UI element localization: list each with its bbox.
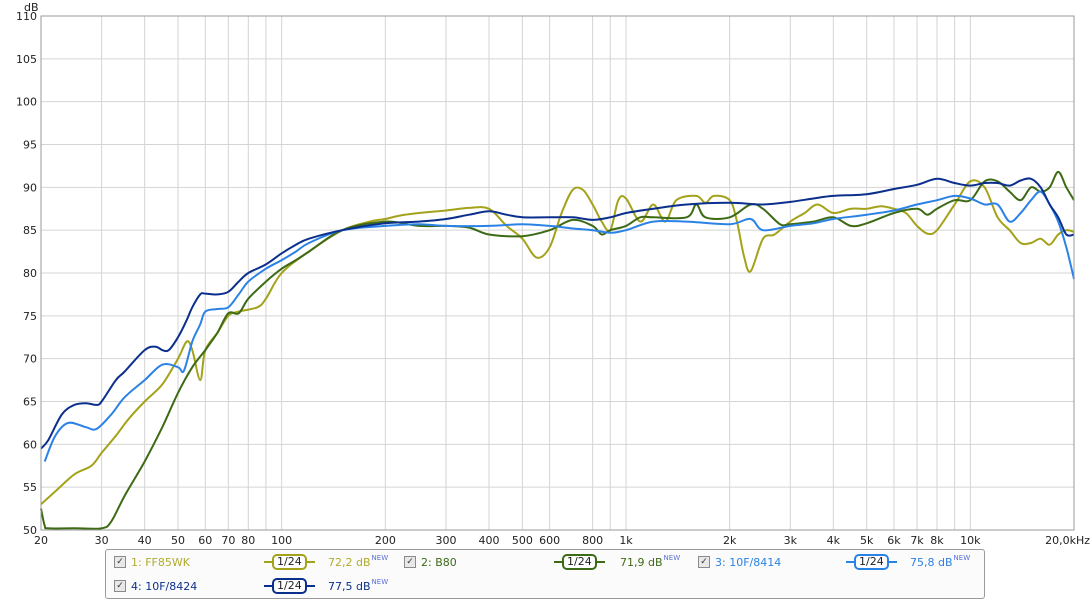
y-tick-label: 85 bbox=[23, 224, 37, 237]
x-axis: 20 30 40 50 60 70 80 100 200 300 400 500 600 800 1k 2k 3… bbox=[34, 534, 1077, 547]
x-tick-label: 50 bbox=[171, 534, 185, 547]
x-tick-label: 20 bbox=[34, 534, 48, 547]
series-line-3[interactable] bbox=[43, 190, 1075, 462]
y-tick-label: 90 bbox=[23, 181, 37, 194]
x-tick-label: 20,0k bbox=[1045, 534, 1076, 547]
x-tick-label: 70 bbox=[221, 534, 235, 547]
x-tick-label: 60 bbox=[198, 534, 212, 547]
y-tick-label: 70 bbox=[23, 353, 37, 366]
legend-4-label[interactable]: 4: 10F/8424 bbox=[131, 579, 198, 593]
legend-2-label[interactable]: 2: B80 bbox=[421, 555, 457, 569]
legend-1-smoothing[interactable]: 1/24 bbox=[264, 553, 315, 571]
x-tick-label: 3k bbox=[784, 534, 798, 547]
legend-3-smoothing[interactable]: 1/24 bbox=[846, 553, 897, 571]
x-tick-label: 4k bbox=[827, 534, 841, 547]
x-tick-label: 200 bbox=[375, 534, 396, 547]
y-tick-label: 65 bbox=[23, 396, 37, 409]
legend-2-level: 71,9 dB NEW bbox=[620, 554, 681, 569]
y-unit-label: dB bbox=[24, 1, 39, 14]
y-tick-label: 55 bbox=[23, 481, 37, 494]
y-tick-label: 110 bbox=[16, 10, 37, 23]
x-tick-label: 6k bbox=[887, 534, 901, 547]
y-axis: 50 55 60 65 70 75 80 85 90 95 100 105 110 bbox=[16, 10, 37, 537]
x-tick-label: 10k bbox=[960, 534, 981, 547]
x-tick-label: 600 bbox=[539, 534, 560, 547]
x-tick-label: 40 bbox=[138, 534, 152, 547]
legend-item-3: ✓ 3: 10F/8414 bbox=[698, 551, 781, 573]
legend-2-smoothing[interactable]: 1/24 bbox=[554, 553, 605, 571]
legend-item-2: ✓ 2: B80 bbox=[404, 551, 457, 573]
x-unit-label: Hz bbox=[1076, 534, 1090, 547]
y-tick-label: 95 bbox=[23, 139, 37, 152]
x-tick-label: 1k bbox=[619, 534, 633, 547]
legend-3-level: 75,8 dB NEW bbox=[910, 554, 971, 569]
y-tick-label: 50 bbox=[23, 524, 37, 537]
series-layer[interactable] bbox=[40, 170, 1075, 530]
y-tick-label: 100 bbox=[16, 96, 37, 109]
legend-2-checkbox[interactable]: ✓ bbox=[404, 556, 416, 568]
x-tick-label: 100 bbox=[271, 534, 292, 547]
grid bbox=[40, 15, 1075, 531]
x-tick-label: 800 bbox=[582, 534, 603, 547]
legend-panel: ✓ 1: FF85WK 1/24 72,2 dB NEW ✓ 2: B80 1/2… bbox=[105, 549, 985, 599]
plot-frame bbox=[40, 15, 1075, 531]
legend-4-smoothing[interactable]: 1/24 bbox=[264, 577, 315, 595]
frequency-response-chart: 50 55 60 65 70 75 80 85 90 95 100 105 110 20 30 40 50 60… bbox=[16, 1, 1090, 547]
series-line-4[interactable] bbox=[40, 177, 1075, 450]
legend-1-checkbox[interactable]: ✓ bbox=[114, 556, 126, 568]
legend-item-1: ✓ 1: FF85WK bbox=[114, 551, 190, 573]
y-tick-label: 60 bbox=[23, 438, 37, 451]
x-tick-label: 400 bbox=[478, 534, 499, 547]
legend-1-level: 72,2 dB NEW bbox=[328, 554, 389, 569]
x-tick-label: 5k bbox=[860, 534, 874, 547]
y-tick-label: 75 bbox=[23, 310, 37, 323]
legend-4-level: 77,5 dB NEW bbox=[328, 578, 389, 593]
x-tick-label: 300 bbox=[435, 534, 456, 547]
legend-item-4: ✓ 4: 10F/8424 bbox=[114, 575, 197, 597]
y-tick-label: 80 bbox=[23, 267, 37, 280]
legend-4-checkbox[interactable]: ✓ bbox=[114, 580, 126, 592]
x-tick-label: 8k bbox=[930, 534, 944, 547]
x-tick-label: 2k bbox=[723, 534, 737, 547]
x-tick-label: 500 bbox=[512, 534, 533, 547]
x-tick-label: 80 bbox=[241, 534, 255, 547]
legend-3-label[interactable]: 3: 10F/8414 bbox=[715, 555, 782, 569]
legend-1-label[interactable]: 1: FF85WK bbox=[131, 555, 190, 569]
x-tick-label: 30 bbox=[95, 534, 109, 547]
y-tick-label: 105 bbox=[16, 53, 37, 66]
legend-3-checkbox[interactable]: ✓ bbox=[698, 556, 710, 568]
series-line-2[interactable] bbox=[40, 170, 1075, 530]
x-tick-label: 7k bbox=[910, 534, 924, 547]
